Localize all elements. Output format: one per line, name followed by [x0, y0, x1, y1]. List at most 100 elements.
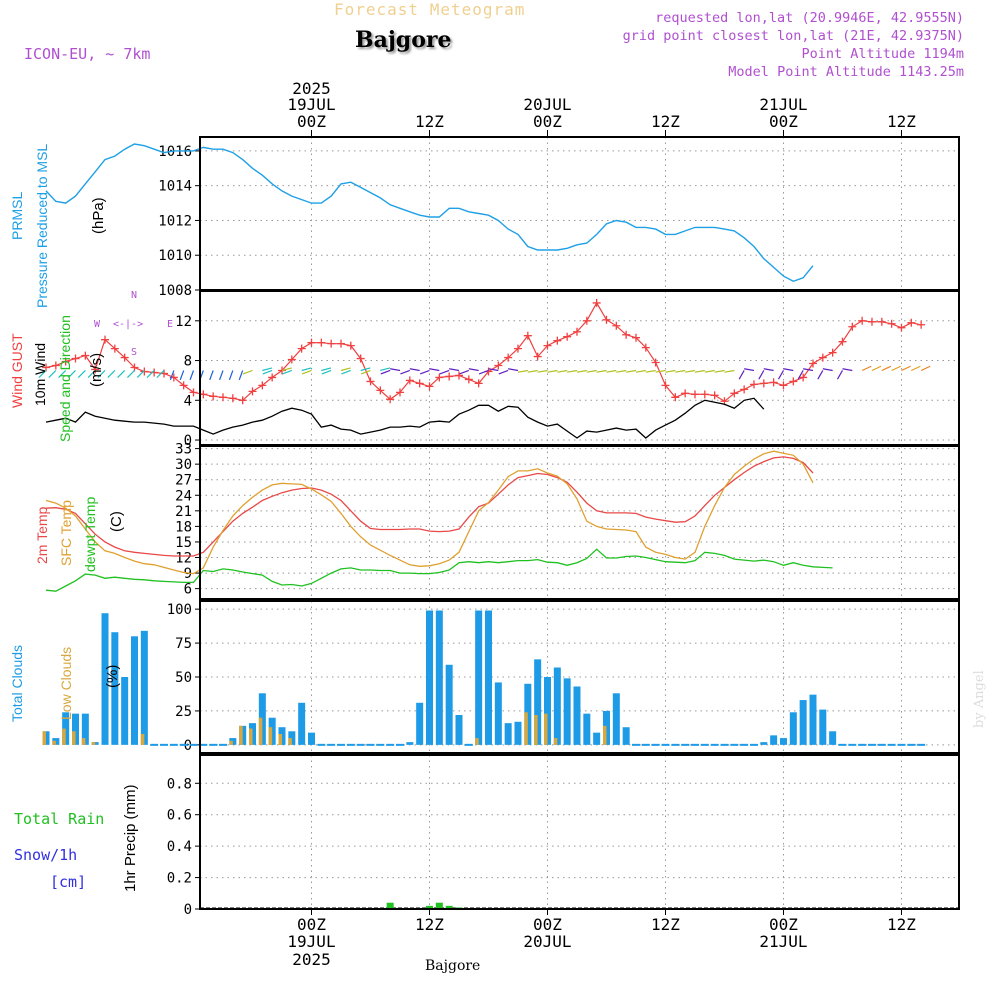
wind-direction-arrow — [616, 369, 627, 373]
total-cloud-bar — [622, 727, 630, 745]
wind-gust-marker — [681, 389, 690, 398]
low-cloud-bar — [249, 728, 253, 745]
wind-gust-marker — [808, 359, 817, 368]
wind-gust-marker — [386, 395, 395, 404]
wind-direction-arrow — [517, 369, 528, 373]
y-tick-label: 9 — [184, 566, 192, 582]
wind-direction-arrow — [449, 368, 460, 372]
wind-speed-dir-label: Speed and Direction — [57, 315, 73, 442]
wind-gust-marker — [612, 321, 621, 330]
low-cloud-bar — [268, 727, 273, 745]
total-cloud-bar — [504, 723, 512, 745]
low-cloud-bar — [534, 715, 538, 745]
total-cloud-bar — [140, 630, 148, 745]
low-cloud-bar — [42, 731, 47, 745]
dewpt-label: dewpt Temp — [82, 496, 98, 572]
low-cloud-bar — [258, 717, 263, 745]
location-title: Bajgore — [355, 27, 452, 53]
top-hour-label: 00Z — [533, 112, 562, 131]
compass-north: N — [131, 290, 138, 301]
wind-direction-arrow — [478, 369, 489, 375]
wind-gust-marker — [130, 363, 139, 372]
wind-direction-arrow — [724, 369, 735, 373]
total-cloud-bar — [455, 715, 463, 745]
wind-gust-marker — [867, 317, 876, 326]
wind-direction-arrow — [409, 368, 420, 372]
top-date-label: 19JUL — [287, 95, 335, 114]
wind-direction-arrow — [136, 370, 145, 378]
y-tick-label: 0 — [184, 433, 192, 449]
wind-gust-marker — [759, 379, 768, 388]
wind-direction-arrow — [146, 370, 155, 378]
total-cloud-bar — [445, 664, 453, 745]
wind-direction-arrow — [557, 369, 568, 373]
wind-gust-marker — [700, 390, 709, 399]
wind-direction-arrow — [596, 369, 607, 373]
total-cloud-bar — [406, 742, 414, 745]
y-tick-label: 1016 — [158, 144, 192, 160]
wind-gust-marker — [563, 332, 572, 341]
total-cloud-bar — [435, 610, 443, 745]
wind-direction-arrow — [321, 367, 332, 372]
y-tick-label: 12 — [175, 551, 192, 567]
bottom-date-label: 20JUL — [523, 932, 571, 951]
y-tick-label: 1010 — [158, 248, 192, 264]
total-cloud-bar — [583, 713, 591, 745]
total-cloud-bar — [121, 677, 129, 745]
wind-gust-marker — [297, 344, 306, 353]
panel-bg — [200, 755, 959, 909]
compass-arrows: <-|-> — [113, 319, 144, 330]
wind-gust-marker — [533, 352, 542, 361]
wind-gust-marker — [513, 344, 522, 353]
total-cloud-bar — [829, 731, 837, 745]
bottom-hour-label: 00Z — [533, 915, 562, 934]
panel-bg — [200, 291, 959, 445]
wind-gust-marker — [877, 317, 886, 326]
wind-gust-marker — [356, 354, 365, 363]
compass-west: W — [94, 319, 101, 330]
wind-gust-marker — [435, 373, 444, 382]
wind-direction-arrow — [822, 368, 833, 372]
wind-direction-arrow — [763, 368, 774, 372]
wind-direction-arrow — [498, 369, 509, 375]
wind-gust-marker — [228, 394, 237, 403]
compass-east: E — [167, 319, 174, 330]
y-tick-label: 0.4 — [167, 839, 192, 855]
total-cloud-bar — [416, 702, 424, 745]
wind-gust-marker — [897, 323, 906, 332]
wind-direction-arrow — [920, 365, 931, 372]
wind-direction-arrow — [209, 370, 214, 381]
top-hour-label: 12Z — [415, 112, 444, 131]
wind-gust-marker — [582, 316, 591, 325]
pressure-msl-label: Pressure Reduced to MSL — [34, 143, 50, 308]
wind-direction-arrow — [68, 370, 76, 378]
wind-gust-marker — [287, 355, 296, 364]
total-clouds-label: Total Clouds — [9, 644, 25, 722]
sfc-temp-line — [45, 450, 814, 575]
bottom-hour-label: 12Z — [651, 915, 680, 934]
gridpoint-coords: grid point closest lon,lat (21E, 42.9375… — [622, 28, 964, 44]
panel-frame — [199, 600, 960, 754]
wind-gust-marker — [219, 393, 228, 402]
wind-gust-marker — [248, 387, 257, 396]
total-cloud-bar — [249, 723, 257, 745]
wind-gust-marker — [749, 380, 758, 389]
wind-gust-marker — [140, 367, 149, 376]
wind-gust-marker — [71, 354, 80, 363]
wind-gust-marker — [828, 348, 837, 357]
wind-direction-arrow — [744, 368, 755, 372]
t2m-label: 2m Temp — [34, 506, 50, 564]
wind-direction-arrow — [242, 369, 253, 375]
total-cloud-bar — [809, 694, 817, 745]
top-hour-label: 12Z — [887, 112, 916, 131]
prmsl-label: PRMSL — [9, 191, 25, 240]
wind-direction-arrow — [459, 369, 470, 375]
wind-direction-arrow — [127, 370, 135, 378]
wind-gust-marker — [405, 376, 414, 385]
wind-gust-marker — [376, 386, 385, 395]
wind-gust-marker — [327, 339, 336, 348]
bottom-year-label: 2025 — [292, 950, 331, 969]
wind-direction-arrow — [777, 370, 785, 380]
wind-direction-arrow — [380, 367, 391, 372]
precip-bar — [435, 902, 443, 909]
